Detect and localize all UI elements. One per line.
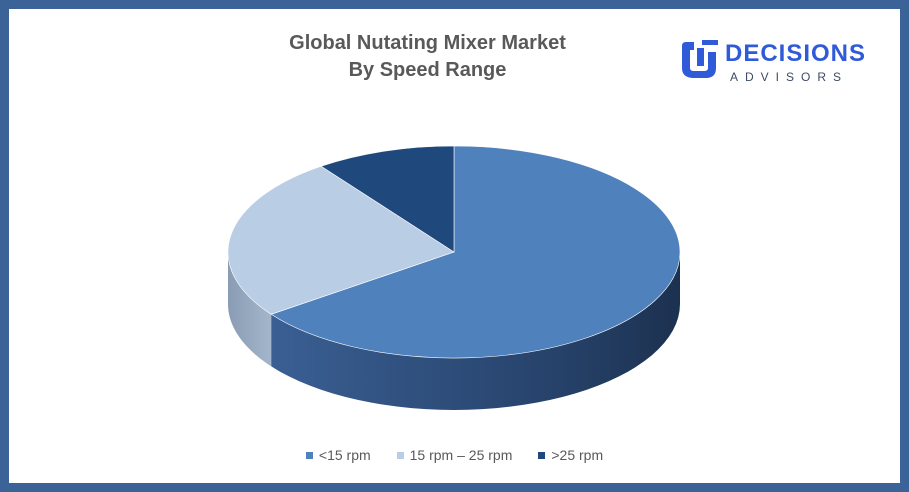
- pie-slice-25-rpm: [320, 145, 455, 253]
- pie-side-15-rpm-25-rpm: [228, 252, 272, 367]
- decisions-advisors-logo: DECISIONS ADVISORS: [680, 38, 875, 88]
- chart-title-line-1: Global Nutating Mixer Market: [289, 32, 566, 54]
- pie-slices: [227, 145, 681, 359]
- logo-mark-icon: [682, 40, 718, 78]
- pie-side-15-rpm: [271, 252, 680, 410]
- logo-subtitle: ADVISORS: [730, 70, 849, 84]
- legend-label-15-25: 15 rpm – 25 rpm: [409, 447, 513, 463]
- legend-item-15-25: 15 rpm – 25 rpm: [396, 447, 513, 463]
- legend-swatch-15-25: [396, 451, 404, 459]
- pie-sides: [228, 252, 680, 410]
- legend-item-gt-25: >25 rpm: [538, 447, 603, 463]
- pie-slice-15-rpm-25-rpm: [227, 165, 455, 315]
- legend-swatch-lt-15: [305, 451, 313, 459]
- legend-label-lt-15: <15 rpm: [318, 447, 371, 463]
- pie-slice-15-rpm: [270, 145, 681, 359]
- legend-swatch-gt-25: [538, 451, 546, 459]
- chart-legend: <15 rpm 15 rpm – 25 rpm >25 rpm: [0, 447, 909, 463]
- legend-item-lt-15: <15 rpm: [305, 447, 371, 463]
- chart-title: Global Nutating Mixer Market By Speed Ra…: [0, 30, 855, 84]
- chart-title-line-2: By Speed Range: [348, 59, 507, 81]
- legend-label-gt-25: >25 rpm: [551, 447, 604, 463]
- logo-name: DECISIONS: [725, 40, 867, 67]
